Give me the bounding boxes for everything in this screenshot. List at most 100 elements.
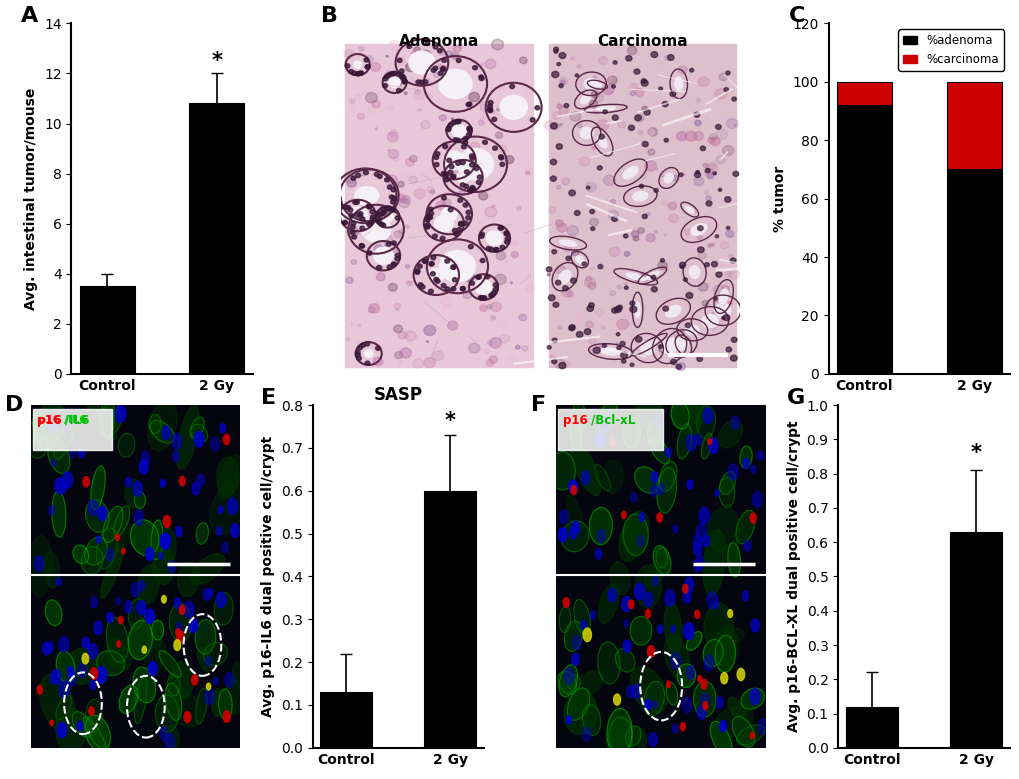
Ellipse shape (623, 514, 648, 555)
Circle shape (387, 105, 393, 111)
Ellipse shape (88, 393, 116, 441)
Circle shape (595, 433, 604, 448)
Circle shape (589, 218, 598, 226)
Circle shape (610, 350, 616, 355)
Circle shape (457, 119, 461, 124)
Circle shape (444, 178, 448, 182)
Ellipse shape (145, 639, 166, 675)
Circle shape (395, 216, 399, 220)
Circle shape (346, 227, 358, 238)
Circle shape (597, 346, 602, 351)
Circle shape (491, 39, 503, 50)
Circle shape (395, 253, 399, 257)
Ellipse shape (703, 603, 733, 650)
Circle shape (78, 664, 87, 678)
Circle shape (694, 211, 696, 213)
Circle shape (713, 601, 718, 609)
Circle shape (643, 592, 652, 607)
Circle shape (342, 220, 347, 224)
Circle shape (216, 527, 221, 535)
Circle shape (706, 164, 717, 174)
Circle shape (493, 248, 498, 252)
Ellipse shape (598, 584, 618, 623)
Circle shape (697, 103, 701, 107)
Circle shape (657, 484, 664, 495)
Circle shape (482, 140, 487, 144)
Ellipse shape (713, 707, 753, 737)
Circle shape (450, 287, 455, 291)
Circle shape (707, 244, 711, 247)
Circle shape (454, 119, 459, 124)
Circle shape (717, 302, 725, 308)
Circle shape (634, 69, 639, 74)
Circle shape (683, 590, 690, 603)
Circle shape (553, 48, 558, 51)
Circle shape (558, 84, 562, 87)
Circle shape (637, 227, 644, 234)
Ellipse shape (102, 393, 114, 439)
Circle shape (571, 521, 579, 534)
Y-axis label: % tumor: % tumor (772, 165, 787, 232)
Circle shape (358, 212, 363, 216)
Ellipse shape (630, 616, 651, 645)
Circle shape (687, 242, 698, 253)
Circle shape (223, 435, 229, 445)
Circle shape (573, 80, 578, 85)
Circle shape (693, 560, 700, 572)
Circle shape (351, 176, 356, 180)
Circle shape (421, 121, 430, 129)
Circle shape (377, 231, 386, 238)
Circle shape (380, 211, 385, 216)
Circle shape (588, 338, 596, 344)
Circle shape (708, 438, 717, 453)
Bar (949, 532, 1001, 748)
Ellipse shape (198, 647, 212, 671)
Circle shape (641, 349, 642, 351)
Circle shape (611, 308, 618, 313)
Ellipse shape (86, 699, 102, 732)
Circle shape (415, 269, 420, 273)
Circle shape (601, 326, 604, 329)
Ellipse shape (687, 397, 704, 425)
Circle shape (78, 447, 85, 457)
Circle shape (355, 351, 360, 354)
Circle shape (410, 77, 413, 79)
Circle shape (183, 601, 194, 618)
Circle shape (613, 694, 620, 705)
Circle shape (132, 481, 143, 496)
Circle shape (637, 535, 643, 547)
Circle shape (125, 478, 131, 487)
Circle shape (701, 358, 703, 360)
Circle shape (586, 305, 593, 312)
Circle shape (710, 312, 717, 318)
Circle shape (697, 226, 702, 231)
Circle shape (431, 68, 435, 72)
Ellipse shape (107, 512, 129, 552)
Circle shape (721, 285, 729, 292)
Circle shape (83, 654, 89, 664)
Circle shape (492, 111, 494, 114)
Bar (424, 491, 476, 748)
Circle shape (348, 213, 354, 218)
Circle shape (420, 98, 430, 108)
Circle shape (571, 485, 576, 495)
Circle shape (660, 200, 666, 206)
Circle shape (406, 158, 414, 166)
Circle shape (607, 210, 619, 220)
Text: /Bcl-xL: /Bcl-xL (590, 414, 635, 427)
Circle shape (398, 361, 401, 364)
Ellipse shape (33, 412, 51, 439)
Circle shape (388, 78, 399, 87)
Ellipse shape (609, 562, 630, 594)
Ellipse shape (177, 562, 200, 597)
Circle shape (213, 678, 218, 685)
Circle shape (476, 157, 487, 166)
Circle shape (669, 286, 673, 288)
Circle shape (487, 340, 492, 345)
Circle shape (463, 136, 468, 140)
Circle shape (367, 222, 371, 227)
Circle shape (492, 146, 497, 150)
Title: SASP: SASP (373, 386, 422, 404)
Circle shape (723, 88, 728, 92)
Circle shape (682, 697, 691, 713)
